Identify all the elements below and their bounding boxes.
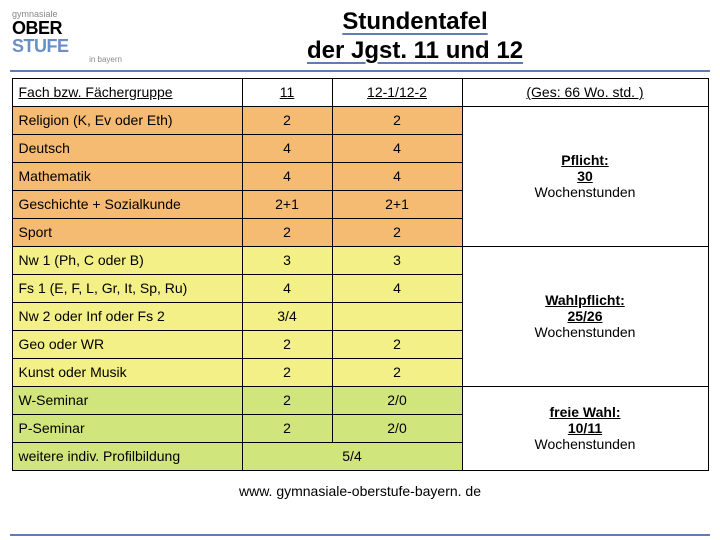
table-row: Religion (K, Ev oder Eth)22Pflicht:30Woc…	[12, 106, 708, 134]
value-12-cell: 4	[332, 134, 462, 162]
group-summary: Pflicht:30Wochenstunden	[462, 106, 708, 246]
col-subject: Fach bzw. Fächergruppe	[12, 78, 242, 106]
table-header-row: Fach bzw. Fächergruppe 11 12-1/12-2 (Ges…	[12, 78, 708, 106]
value-11-cell: 2	[242, 414, 332, 442]
logo-text-stufe: STUFE	[12, 36, 69, 56]
value-11-cell: 2+1	[242, 190, 332, 218]
subject-cell: weitere indiv. Profilbildung	[12, 442, 242, 470]
subject-cell: P-Seminar	[12, 414, 242, 442]
value-12-cell	[332, 302, 462, 330]
value-11-cell: 4	[242, 274, 332, 302]
value-12-cell: 4	[332, 162, 462, 190]
value-12-cell: 3	[332, 246, 462, 274]
footer-url: www. gymnasiale-oberstufe-bayern. de	[0, 471, 720, 499]
subject-cell: Geo oder WR	[12, 330, 242, 358]
group-summary: Wahlpflicht:25/26Wochenstunden	[462, 246, 708, 386]
col-11: 11	[242, 78, 332, 106]
group-summary: freie Wahl:10/11Wochenstunden	[462, 386, 708, 470]
timetable: Fach bzw. Fächergruppe 11 12-1/12-2 (Ges…	[12, 78, 709, 471]
value-11-cell: 2	[242, 106, 332, 134]
col-12: 12-1/12-2	[332, 78, 462, 106]
value-12-cell: 2/0	[332, 386, 462, 414]
value-11-cell: 2	[242, 218, 332, 246]
subject-cell: Deutsch	[12, 134, 242, 162]
subject-cell: Sport	[12, 218, 242, 246]
value-12-cell: 2	[332, 358, 462, 386]
table-row: Nw 1 (Ph, C oder B)33Wahlpflicht:25/26Wo…	[12, 246, 708, 274]
value-12-cell: 2	[332, 106, 462, 134]
value-11-cell: 4	[242, 134, 332, 162]
logo-text-ober: OBER	[12, 18, 62, 38]
value-11-cell: 3/4	[242, 302, 332, 330]
page-title: Stundentafelder Jgst. 11 und 12	[122, 8, 708, 66]
value-cell: 5/4	[242, 442, 462, 470]
subject-cell: Religion (K, Ev oder Eth)	[12, 106, 242, 134]
value-12-cell: 2	[332, 218, 462, 246]
value-11-cell: 3	[242, 246, 332, 274]
subject-cell: Nw 1 (Ph, C oder B)	[12, 246, 242, 274]
header-divider	[10, 70, 710, 72]
subject-cell: Nw 2 oder Inf oder Fs 2	[12, 302, 242, 330]
footer-divider	[10, 534, 710, 536]
value-11-cell: 2	[242, 330, 332, 358]
table-row: W-Seminar22/0freie Wahl:10/11Wochenstund…	[12, 386, 708, 414]
subject-cell: Kunst oder Musik	[12, 358, 242, 386]
subject-cell: Mathematik	[12, 162, 242, 190]
logo-text-bottom: in bayern	[12, 56, 122, 64]
subject-cell: W-Seminar	[12, 386, 242, 414]
value-11-cell: 2	[242, 386, 332, 414]
value-12-cell: 2/0	[332, 414, 462, 442]
subject-cell: Geschichte + Sozialkunde	[12, 190, 242, 218]
col-total: (Ges: 66 Wo. std. )	[462, 78, 708, 106]
value-11-cell: 2	[242, 358, 332, 386]
logo: gymnasiale OBER STUFE in bayern	[12, 10, 122, 64]
header: gymnasiale OBER STUFE in bayern Stundent…	[0, 0, 720, 70]
subject-cell: Fs 1 (E, F, L, Gr, It, Sp, Ru)	[12, 274, 242, 302]
value-12-cell: 2+1	[332, 190, 462, 218]
value-12-cell: 2	[332, 330, 462, 358]
value-12-cell: 4	[332, 274, 462, 302]
value-11-cell: 4	[242, 162, 332, 190]
